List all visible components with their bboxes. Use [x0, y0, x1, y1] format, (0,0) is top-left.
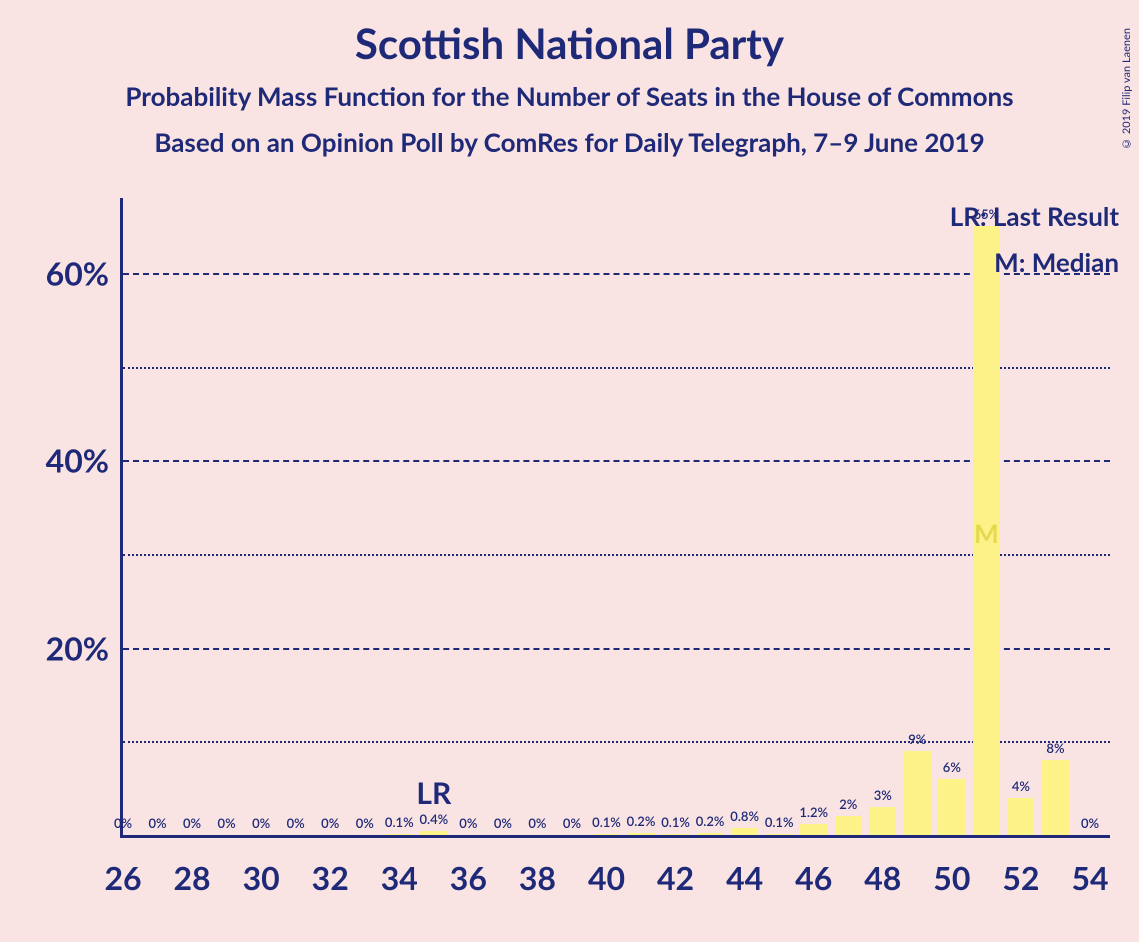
y-tick-label: 20% [46, 628, 109, 667]
gridline-minor [123, 367, 1110, 369]
plot-area [120, 198, 1110, 838]
bar [420, 831, 447, 835]
gridline-minor [123, 741, 1110, 743]
bar [800, 824, 827, 835]
bar [386, 834, 413, 835]
y-tick-label: 40% [46, 441, 109, 480]
x-tick-label: 32 [312, 858, 349, 897]
bar-value-label: 3% [874, 787, 892, 803]
bar-value-label: 0% [321, 815, 339, 831]
x-tick-label: 46 [795, 858, 832, 897]
bar-value-label: 0% [1081, 815, 1099, 831]
x-tick-label: 38 [519, 858, 556, 897]
x-tick-label: 44 [726, 858, 763, 897]
copyright-text: © 2019 Filip van Laenen [1120, 28, 1133, 150]
x-tick-label: 30 [243, 858, 280, 897]
y-tick-label: 60% [46, 253, 109, 292]
bar-value-label: 0% [218, 815, 236, 831]
chart-container: Scottish National Party Probability Mass… [0, 18, 1139, 942]
bar-value-label: 0.1% [592, 814, 621, 830]
bar-value-label: 0.4% [419, 811, 448, 827]
bar [1007, 798, 1034, 835]
gridline-major [123, 273, 1110, 275]
bar [904, 751, 931, 835]
x-tick-label: 36 [450, 858, 487, 897]
bar [869, 807, 896, 835]
bar-value-label: 2% [839, 796, 857, 812]
bar [697, 833, 724, 835]
bar-value-label: 8% [1046, 740, 1064, 756]
median-marker: M [974, 517, 999, 549]
x-tick-label: 34 [381, 858, 418, 897]
bar-value-label: 0% [459, 815, 477, 831]
bar-value-label: 0% [252, 815, 270, 831]
chart-subtitle-2: Based on an Opinion Poll by ComRes for D… [0, 126, 1139, 158]
bar [628, 833, 655, 835]
bar-value-label: 0% [183, 815, 201, 831]
gridline-minor [123, 554, 1110, 556]
bar-value-label: 0.2% [627, 813, 656, 829]
chart-subtitle-1: Probability Mass Function for the Number… [0, 80, 1139, 112]
gridline-major [123, 648, 1110, 650]
bar-value-label: 0% [287, 815, 305, 831]
bar-value-label: 0% [148, 815, 166, 831]
bar-value-label: 4% [1012, 778, 1030, 794]
bar-value-label: 0.1% [765, 814, 794, 830]
bar [938, 779, 965, 835]
x-tick-label: 42 [657, 858, 694, 897]
bar-value-label: 0% [494, 815, 512, 831]
bar-value-label: 0.1% [385, 814, 414, 830]
legend-last-result: LR: Last Result [950, 200, 1119, 232]
bar [835, 816, 862, 835]
chart-title: Scottish National Party [0, 18, 1139, 68]
bar-value-label: 6% [943, 759, 961, 775]
bar-value-label: 0% [528, 815, 546, 831]
bar [731, 828, 758, 835]
x-tick-label: 48 [864, 858, 901, 897]
bar-value-label: 9% [908, 731, 926, 747]
x-tick-label: 28 [174, 858, 211, 897]
legend-median: M: Median [994, 246, 1119, 278]
bar-value-label: 0% [114, 815, 132, 831]
gridline-major [123, 460, 1110, 462]
x-tick-label: 50 [933, 858, 970, 897]
bar [1042, 760, 1069, 835]
bar-value-label: 1.2% [799, 804, 828, 820]
last-result-marker: LR [416, 775, 451, 811]
bar [593, 834, 620, 835]
bar-value-label: 0% [563, 815, 581, 831]
bar-value-label: 0.1% [661, 814, 690, 830]
bar-value-label: 0.8% [730, 808, 759, 824]
x-tick-label: 26 [104, 858, 141, 897]
bar-value-label: 0.2% [696, 813, 725, 829]
bar [766, 834, 793, 835]
x-tick-label: 40 [588, 858, 625, 897]
bar-value-label: 0% [356, 815, 374, 831]
bar [662, 834, 689, 835]
x-axis-line [120, 835, 1110, 838]
x-tick-label: 54 [1071, 858, 1108, 897]
x-tick-label: 52 [1002, 858, 1039, 897]
